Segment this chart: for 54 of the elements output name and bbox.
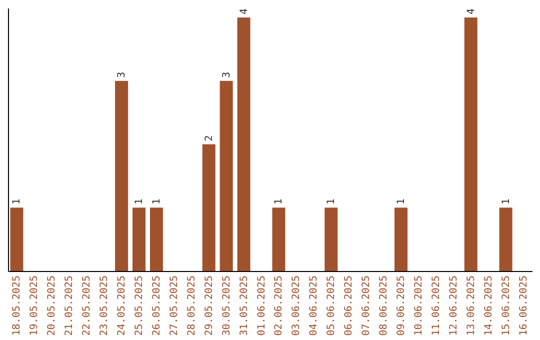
x-tick-label: 04.06.2025 [308,276,320,336]
x-tick-label: 30.05.2025 [221,276,232,336]
data-label: 1 [396,198,407,205]
x-tick-label: 16.06.2025 [518,276,530,336]
x-tick-label: 07.06.2025 [361,276,372,336]
bar [10,208,24,271]
bar [150,208,163,271]
x-tick-label: 05.06.2025 [326,276,338,336]
data-label: 1 [274,198,285,205]
x-tick-label: 20.05.2025 [46,276,58,336]
x-tick-label: 06.06.2025 [344,276,355,336]
bar [220,80,233,271]
x-tick-label: 26.05.2025 [151,276,162,336]
x-tick-label: 12.06.2025 [448,276,460,336]
x-tick-label: 28.05.2025 [186,276,198,336]
data-label: 3 [116,72,128,78]
x-tick-label: 10.06.2025 [413,276,424,336]
bar [132,208,146,271]
data-label: 3 [221,72,232,78]
x-tick-label: 02.06.2025 [274,276,285,336]
x-tick-label: 09.06.2025 [396,276,407,336]
data-label: 4 [238,8,250,15]
x-tick-label: 21.05.2025 [64,276,76,336]
x-tick-label: 22.05.2025 [82,276,93,336]
x-tick-label: 24.05.2025 [116,276,128,336]
x-tick-label: 11.06.2025 [430,276,442,336]
bar [324,208,338,271]
bar [499,208,512,271]
x-tick-label: 18.05.2025 [12,276,23,336]
data-label: 2 [204,135,215,142]
data-label: 1 [326,198,338,205]
data-label: 1 [151,198,162,205]
data-label: 1 [134,198,145,205]
data-label: 1 [12,198,23,205]
x-tick-label: 23.05.2025 [99,276,110,336]
bar [202,144,216,271]
bar [272,208,286,271]
x-tick-label: 15.06.2025 [500,276,512,336]
bar [394,208,408,271]
bar [464,18,478,271]
x-tick-label: 29.05.2025 [204,276,215,336]
bar [237,18,250,271]
x-tick-label: 14.06.2025 [483,276,494,336]
x-tick-label: 25.05.2025 [134,276,145,336]
bar [115,80,128,271]
data-label: 1 [500,198,512,205]
x-tick-label: 01.06.2025 [256,276,268,336]
x-tick-label: 08.06.2025 [378,276,390,336]
data-label: 4 [466,8,477,15]
x-tick-label: 19.05.2025 [29,276,40,336]
x-tick-label: 03.06.2025 [291,276,302,336]
x-tick-label: 13.06.2025 [466,276,477,336]
x-tick-label: 31.05.2025 [238,276,250,336]
x-tick-label: 27.05.2025 [168,276,180,336]
